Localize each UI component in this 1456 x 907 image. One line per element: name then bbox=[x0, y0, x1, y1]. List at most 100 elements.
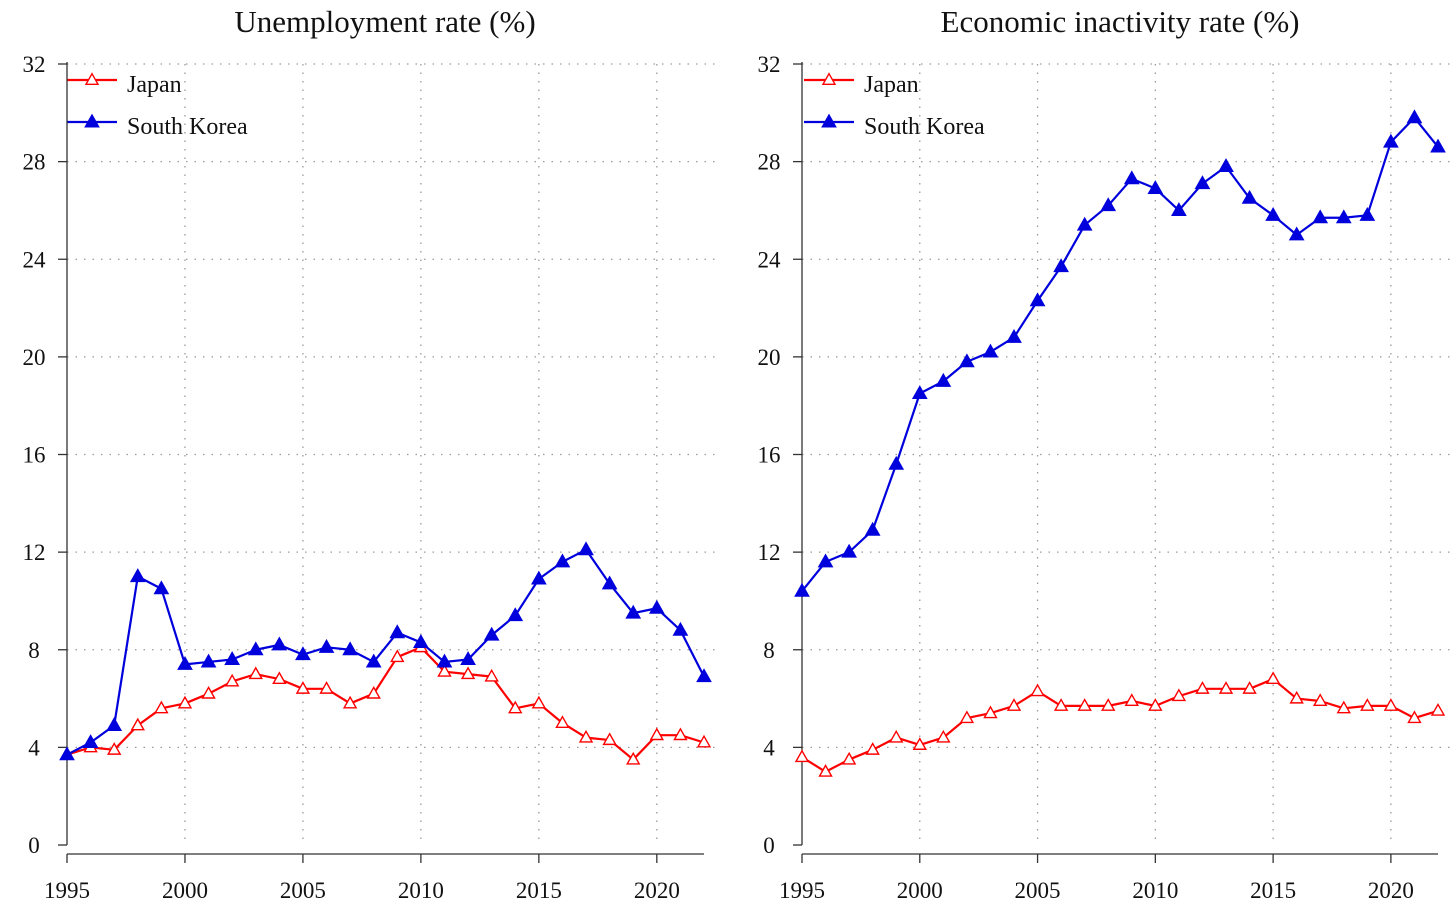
data-point-south-korea bbox=[1076, 216, 1093, 231]
y-tick-label: 0 bbox=[763, 833, 775, 858]
data-point-south-korea bbox=[625, 604, 642, 619]
y-tick-label: 20 bbox=[23, 345, 46, 370]
data-point-south-korea bbox=[672, 621, 689, 636]
data-point-japan bbox=[366, 685, 381, 699]
data-point-south-korea bbox=[271, 636, 288, 651]
data-point-japan bbox=[889, 729, 904, 743]
data-point-south-korea bbox=[696, 668, 712, 683]
x-tick-label: 1995 bbox=[779, 878, 825, 903]
y-tick-label: 0 bbox=[28, 833, 40, 858]
series-japan bbox=[59, 639, 712, 765]
data-point-south-korea bbox=[1265, 206, 1281, 221]
data-point-south-korea bbox=[365, 653, 382, 668]
legend-unemployment: Japan South Korea bbox=[67, 72, 248, 140]
y-tick-label: 24 bbox=[23, 247, 47, 272]
series-japan bbox=[794, 671, 1446, 777]
legend-marker-japan bbox=[821, 72, 837, 86]
data-point-south-korea bbox=[888, 455, 905, 470]
y-tick-label: 16 bbox=[23, 443, 46, 468]
data-point-south-korea bbox=[1288, 226, 1305, 241]
data-point-south-korea bbox=[483, 626, 500, 641]
data-point-japan bbox=[602, 732, 617, 746]
data-point-south-korea bbox=[911, 385, 928, 400]
data-point-japan bbox=[1077, 698, 1092, 711]
legend-label-japan: Japan bbox=[127, 72, 182, 98]
y-tick-label: 24 bbox=[758, 247, 782, 272]
data-point-japan bbox=[1218, 681, 1234, 694]
data-point-japan bbox=[106, 742, 122, 755]
y-tick-label: 4 bbox=[28, 735, 40, 760]
panel-unemployment-rate: Unemployment rate (%) Japan South Korea … bbox=[23, 4, 718, 903]
data-point-south-korea bbox=[224, 651, 241, 666]
data-point-south-korea bbox=[507, 607, 524, 622]
data-point-south-korea bbox=[389, 624, 406, 639]
data-point-south-korea bbox=[295, 646, 311, 661]
data-point-japan bbox=[390, 649, 405, 663]
data-point-south-korea bbox=[1147, 180, 1164, 195]
data-point-south-korea bbox=[1312, 209, 1329, 224]
data-point-japan bbox=[1053, 698, 1069, 711]
legend-marker-south-korea bbox=[821, 113, 837, 128]
data-point-japan bbox=[578, 729, 594, 743]
data-point-south-korea bbox=[177, 656, 193, 670]
y-tick-label: 8 bbox=[763, 638, 775, 663]
data-point-japan bbox=[508, 700, 523, 714]
legend-label-japan: Japan bbox=[864, 72, 919, 98]
y-tick-label: 12 bbox=[758, 540, 781, 565]
data-point-japan bbox=[959, 710, 975, 724]
data-point-japan bbox=[1289, 690, 1304, 704]
data-point-japan bbox=[936, 729, 951, 743]
y-tick-label: 8 bbox=[28, 638, 40, 663]
x-tick-label: 2000 bbox=[162, 878, 208, 903]
data-point-japan bbox=[177, 695, 193, 709]
data-point-south-korea bbox=[1123, 170, 1140, 185]
data-point-japan bbox=[319, 681, 334, 694]
data-point-japan bbox=[342, 695, 358, 709]
data-point-japan bbox=[272, 671, 287, 685]
series-line-south-korea bbox=[801, 116, 1439, 592]
y-tick-label: 20 bbox=[758, 345, 781, 370]
data-point-south-korea bbox=[1006, 328, 1022, 343]
data-point-south-korea bbox=[200, 653, 217, 668]
data-point-japan bbox=[1336, 700, 1351, 714]
data-point-south-korea bbox=[1171, 202, 1187, 216]
x-tick-label: 2020 bbox=[1368, 878, 1414, 903]
data-point-south-korea bbox=[601, 575, 618, 590]
data-point-japan bbox=[818, 764, 833, 777]
data-point-south-korea bbox=[1218, 158, 1234, 173]
data-point-japan bbox=[224, 673, 240, 687]
data-point-south-korea bbox=[342, 641, 358, 656]
data-point-south-korea bbox=[318, 638, 335, 653]
legend-item-south-korea: South Korea bbox=[67, 113, 248, 140]
data-point-japan bbox=[1006, 698, 1022, 711]
legend-item-japan: Japan bbox=[804, 72, 919, 98]
data-point-japan bbox=[1171, 688, 1187, 702]
data-point-south-korea bbox=[554, 553, 571, 568]
data-point-south-korea bbox=[247, 641, 264, 656]
data-point-japan bbox=[248, 666, 263, 680]
data-point-japan bbox=[201, 685, 216, 699]
data-point-japan bbox=[649, 727, 665, 741]
data-point-south-korea bbox=[841, 543, 857, 558]
data-point-japan bbox=[673, 727, 688, 741]
data-point-japan bbox=[1101, 698, 1116, 711]
data-point-south-korea bbox=[106, 717, 123, 731]
data-point-japan bbox=[983, 705, 998, 719]
chart-title-inactivity: Economic inactivity rate (%) bbox=[941, 4, 1300, 39]
y-tick-label: 4 bbox=[763, 735, 775, 760]
data-point-south-korea bbox=[817, 553, 834, 568]
data-point-japan bbox=[1195, 681, 1210, 694]
data-point-japan bbox=[1242, 681, 1257, 694]
data-point-japan bbox=[460, 666, 476, 680]
data-point-south-korea bbox=[1194, 175, 1211, 190]
data-point-japan bbox=[1265, 671, 1281, 685]
data-point-south-korea bbox=[959, 353, 975, 368]
data-point-japan bbox=[1148, 698, 1163, 711]
data-point-japan bbox=[865, 742, 880, 755]
data-point-south-korea bbox=[436, 653, 453, 668]
data-point-japan bbox=[1124, 693, 1139, 707]
data-point-south-korea bbox=[1430, 138, 1446, 153]
y-tick-label: 16 bbox=[758, 443, 781, 468]
data-point-south-korea bbox=[1359, 206, 1376, 221]
series-south-korea bbox=[794, 109, 1446, 597]
